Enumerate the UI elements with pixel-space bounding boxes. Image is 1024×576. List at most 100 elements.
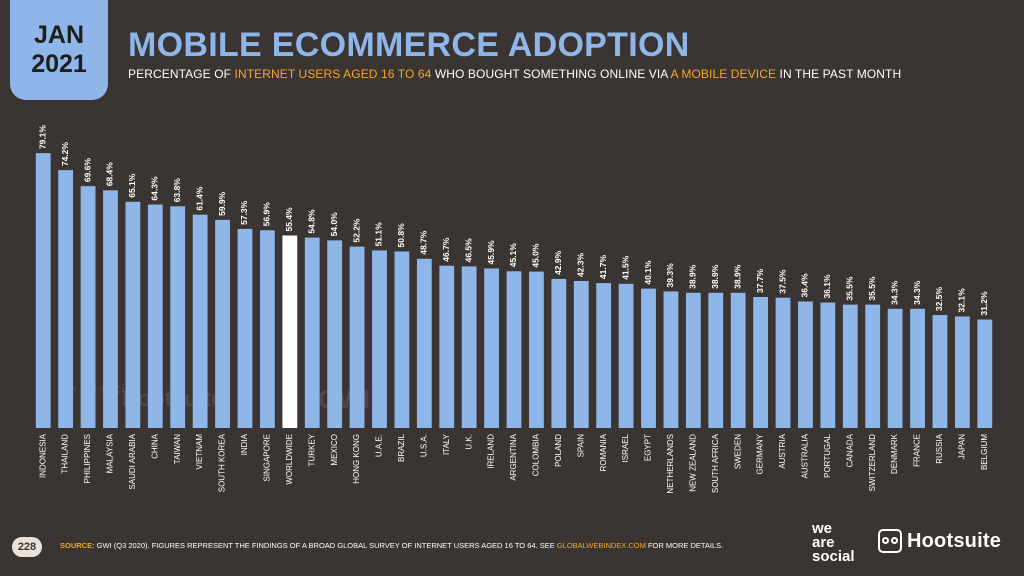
category-label: U.A.E. [375,434,384,457]
category-label: NEW ZEALAND [688,434,697,492]
bar-u-a-e [372,250,387,428]
bar-sweden [730,292,746,428]
bar-new-zealand [685,292,701,428]
bar-indonesia [35,153,51,428]
category-label: SAUDI ARABIA [128,433,137,489]
value-label: 34.3% [889,280,899,305]
category-label: TURKEY [307,433,316,466]
value-label: 42.9% [553,250,563,275]
value-label: 39.3% [665,263,675,288]
category-label: HONG KONG [352,434,361,484]
was-line-2: are [812,534,835,551]
category-label: SOUTH AFRICA [711,433,720,493]
value-label: 50.8% [396,223,406,248]
value-label: 45.1% [508,243,518,268]
bar-singapore [260,230,275,428]
value-label: 79.1% [37,125,47,150]
bar-malaysia [103,190,118,428]
bar-france [910,308,925,428]
bar-u-k [461,266,477,428]
value-label: 36.4% [800,273,810,298]
was-line-1: we [812,520,833,537]
bar-spain [573,281,589,428]
value-label: 69.6% [82,158,92,183]
value-label: 54.8% [306,209,316,234]
value-label: 51.1% [374,222,384,247]
value-label: 52.2% [351,218,361,243]
bar-vietnam [192,214,208,428]
value-label: 38.9% [710,264,720,289]
category-label: TAIWAN [173,434,182,464]
value-label: 42.3% [576,252,586,277]
subtitle-highlight2: A MOBILE DEVICE [670,67,777,81]
bar-colombia [529,271,544,429]
bar-romania [596,283,612,428]
category-label: SINGAPORE [263,434,272,482]
category-label: EGYPT [644,434,653,461]
bar-u-s-a [416,258,432,428]
category-label: SPAIN [576,434,585,458]
date-month: JAN [33,21,84,49]
value-label: 41.7% [598,255,608,280]
value-label: 41.5% [620,255,630,280]
category-label: AUSTRALIA [801,433,810,478]
date-year: 2021 [31,50,87,78]
category-label: GERMANY [756,433,765,474]
bar-austria [775,297,791,428]
category-label: JAPAN [957,434,966,459]
value-label: 32.1% [957,288,967,313]
category-label: BRAZIL [397,433,406,462]
footer-source: SOURCE: GWI (Q3 2020). FIGURES REPRESENT… [60,541,723,550]
value-label: 48.7% [419,230,429,255]
category-label: COLOMBIA [532,433,541,476]
value-label: 56.9% [262,202,272,227]
value-label: 64.3% [150,176,160,201]
bar-hong-kong [349,246,365,428]
we-are-social-logo: we are social [812,520,862,564]
source-link[interactable]: GLOBALWEBINDEX.COM [556,541,646,550]
bar-saudi-arabia [125,201,141,428]
bar-philippines [80,186,96,428]
category-label: ITALY [442,433,451,455]
subtitle-highlight1: INTERNET USERS AGED 16 TO 64 [234,67,432,81]
page-number: 228 [12,537,42,557]
bar-canada [842,304,858,428]
value-label: 31.2% [979,291,989,316]
category-label: INDONESIA [38,433,47,478]
category-label: ISRAEL [621,433,630,462]
subtitle-part1: PERCENTAGE OF [128,67,235,81]
bar-brazil [394,251,410,428]
value-label: 38.9% [732,264,742,289]
bar-turkey [304,237,320,428]
category-label: ROMANIA [599,433,608,471]
value-label: 35.5% [845,276,855,301]
category-label: WORLDWIDE [285,434,294,485]
bar-germany [753,296,769,428]
category-label: VIETNAM [195,434,204,470]
source-text: GWI (Q3 2020). FIGURES REPRESENT THE FIN… [94,541,557,550]
bar-india [237,228,253,428]
category-label: AUSTRIA [778,433,787,468]
value-label: 37.7% [755,268,765,293]
category-label: INDIA [240,433,249,455]
value-label: 35.5% [867,276,877,301]
category-label: PHILIPPINES [83,434,92,483]
value-label: 40.1% [643,260,653,285]
category-label: BELGIUM [980,434,989,470]
category-label: ARGENTINA [509,433,518,480]
category-label: POLAND [554,434,563,467]
bar-australia [798,301,813,428]
value-label: 57.3% [239,200,249,225]
category-label: MEXICO [330,434,339,466]
value-label: 68.4% [105,162,115,187]
bar-switzerland [865,304,881,428]
bar-poland [551,278,567,428]
bar-mexico [327,240,343,428]
bar-japan [954,316,970,428]
source-label: SOURCE: [60,541,95,550]
bar-south-africa [708,292,724,428]
value-label: 37.5% [777,269,787,294]
value-label: 34.3% [912,280,922,305]
category-label: IRELAND [487,434,496,469]
